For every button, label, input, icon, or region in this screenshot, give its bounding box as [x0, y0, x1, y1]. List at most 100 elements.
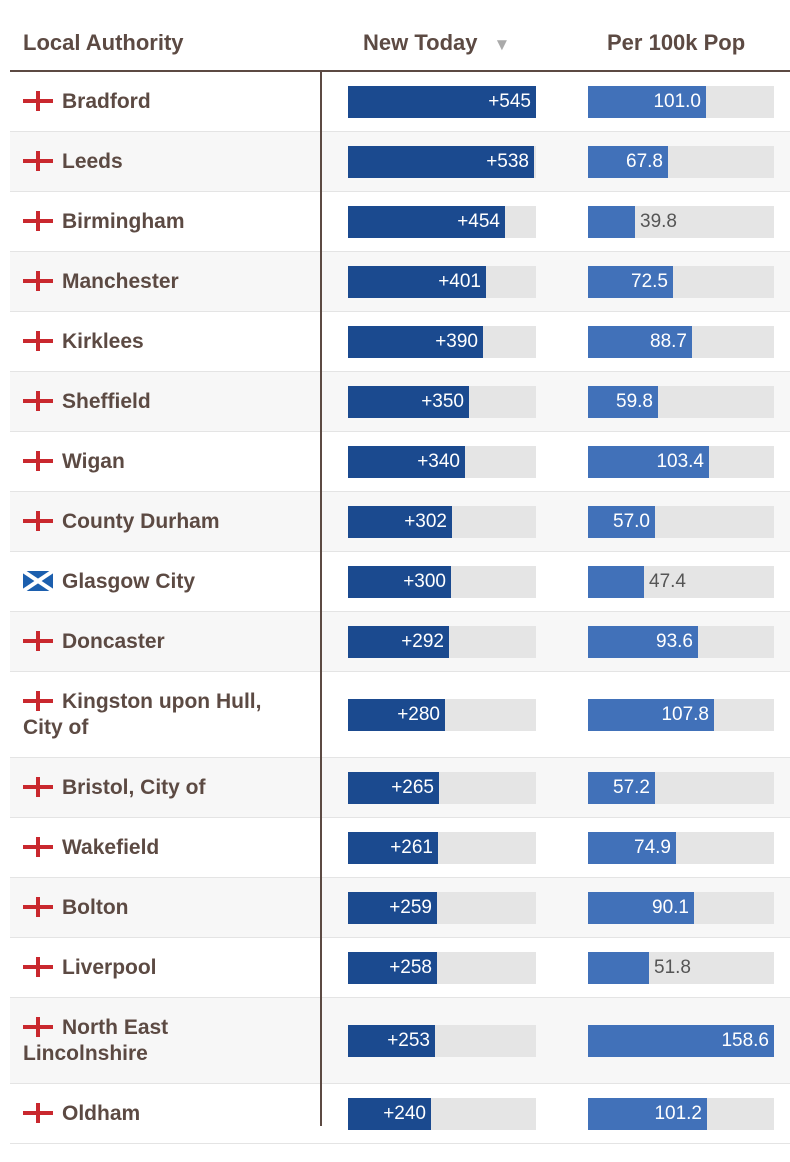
- new-today-bar-track: +401: [348, 265, 536, 298]
- new-today-bar: [348, 325, 483, 358]
- table-row: Bristol, City of +265 57.2: [10, 758, 790, 818]
- per-100k-bar: [588, 951, 649, 984]
- table-row: Wakefield +261 74.9: [10, 818, 790, 878]
- new-today-bar: [348, 205, 505, 238]
- local-authority-label: North East Lincolnshire: [23, 1015, 169, 1065]
- local-authority-label: Birmingham: [62, 209, 185, 233]
- new-today-bar: [348, 951, 437, 984]
- local-authority-label: Doncaster: [62, 629, 165, 653]
- per-100k-bar-track: 101.0: [588, 85, 774, 118]
- per-100k-bar: [588, 445, 709, 478]
- local-authority-name: Manchester: [23, 269, 293, 295]
- table-row: County Durham +302 57.0: [10, 492, 790, 552]
- local-authority-label: Bolton: [62, 895, 129, 919]
- new-today-bar: [348, 831, 438, 864]
- new-today-bar: [348, 1024, 435, 1057]
- per-100k-bar: [588, 145, 668, 178]
- new-today-bar: [348, 891, 437, 924]
- per-100k-bar: [588, 698, 714, 731]
- new-today-bar-track: +259: [348, 891, 536, 924]
- table-row: Kirklees +390 88.7: [10, 312, 790, 372]
- local-authority-name: County Durham: [23, 509, 293, 535]
- per-100k-value: 51.8: [654, 956, 691, 978]
- new-today-bar-track: +350: [348, 385, 536, 418]
- per-100k-value: 47.4: [649, 570, 686, 592]
- sort-descending-icon: ▼: [493, 35, 511, 54]
- table-row: Bradford +545 101.0: [10, 72, 790, 132]
- per-100k-value: 88.7: [650, 330, 687, 352]
- local-authority-label: Bradford: [62, 89, 151, 113]
- per-100k-bar: [588, 1097, 707, 1130]
- column-header-local-authority[interactable]: Local Authority: [23, 30, 184, 55]
- local-authority-label: Oldham: [62, 1101, 141, 1125]
- local-authority-table: Local Authority New Today ▼ Per 100k Pop …: [10, 0, 790, 1144]
- new-today-bar: [348, 505, 452, 538]
- per-100k-bar: [588, 325, 692, 358]
- local-authority-label: Bristol, City of: [62, 775, 206, 799]
- local-authority-name: Wakefield: [23, 835, 293, 861]
- new-today-value: +280: [397, 703, 440, 725]
- new-today-value: +253: [387, 1029, 430, 1051]
- per-100k-bar-track: 107.8: [588, 698, 774, 731]
- new-today-bar-track: +292: [348, 625, 536, 658]
- per-100k-bar-track: 47.4: [588, 565, 774, 598]
- per-100k-value: 67.8: [626, 150, 663, 172]
- new-today-value: +265: [391, 776, 434, 798]
- new-today-bar: [348, 445, 465, 478]
- new-today-bar: [348, 625, 449, 658]
- per-100k-bar-track: 101.2: [588, 1097, 774, 1130]
- new-today-value: +258: [389, 956, 432, 978]
- per-100k-bar: [588, 625, 698, 658]
- new-today-bar-track: +261: [348, 831, 536, 864]
- new-today-bar-track: +545: [348, 85, 536, 118]
- per-100k-bar: [588, 205, 635, 238]
- england-flag-icon: [23, 630, 53, 651]
- per-100k-bar: [588, 565, 644, 598]
- new-today-value: +340: [417, 450, 460, 472]
- per-100k-value: 74.9: [634, 836, 671, 858]
- local-authority-label: Glasgow City: [62, 569, 196, 593]
- new-today-bar-track: +538: [348, 145, 536, 178]
- new-today-bar-track: +454: [348, 205, 536, 238]
- new-today-bar: [348, 145, 534, 178]
- england-flag-icon: [23, 210, 53, 231]
- local-authority-label: Leeds: [62, 149, 123, 173]
- per-100k-value: 101.2: [654, 1102, 702, 1124]
- column-header-new-today[interactable]: New Today ▼: [363, 30, 518, 56]
- per-100k-bar: [588, 1024, 774, 1057]
- per-100k-bar-track: 57.2: [588, 771, 774, 804]
- local-authority-name: Birmingham: [23, 209, 293, 235]
- per-100k-bar-track: 90.1: [588, 891, 774, 924]
- new-today-value: +454: [457, 210, 500, 232]
- local-authority-label: Wakefield: [62, 835, 160, 859]
- per-100k-bar-track: 72.5: [588, 265, 774, 298]
- column-header-per-100k[interactable]: Per 100k Pop: [607, 30, 746, 55]
- per-100k-bar-track: 57.0: [588, 505, 774, 538]
- local-authority-name: Bristol, City of: [23, 775, 293, 801]
- local-authority-label: County Durham: [62, 509, 220, 533]
- per-100k-bar: [588, 505, 655, 538]
- table-row: Sheffield +350 59.8: [10, 372, 790, 432]
- local-authority-label: Kingston upon Hull, City of: [23, 689, 262, 739]
- per-100k-value: 93.6: [656, 630, 693, 652]
- per-100k-bar-track: 59.8: [588, 385, 774, 418]
- new-today-bar: [348, 698, 445, 731]
- england-flag-icon: [23, 450, 53, 471]
- scotland-flag-icon: [23, 570, 53, 591]
- england-flag-icon: [23, 270, 53, 291]
- local-authority-name: Oldham: [23, 1101, 293, 1127]
- table-row: Leeds +538 67.8: [10, 132, 790, 192]
- new-today-bar-track: +280: [348, 698, 536, 731]
- local-authority-label: Sheffield: [62, 389, 151, 413]
- per-100k-bar-track: 88.7: [588, 325, 774, 358]
- new-today-bar-track: +265: [348, 771, 536, 804]
- table-row: Glasgow City +300 47.4: [10, 552, 790, 612]
- per-100k-bar: [588, 831, 676, 864]
- england-flag-icon: [23, 390, 53, 411]
- new-today-value: +401: [438, 270, 481, 292]
- new-today-bar: [348, 1097, 431, 1130]
- new-today-value: +302: [404, 510, 447, 532]
- table-row: Doncaster +292 93.6: [10, 612, 790, 672]
- table-row: Birmingham +454 39.8: [10, 192, 790, 252]
- england-flag-icon: [23, 150, 53, 171]
